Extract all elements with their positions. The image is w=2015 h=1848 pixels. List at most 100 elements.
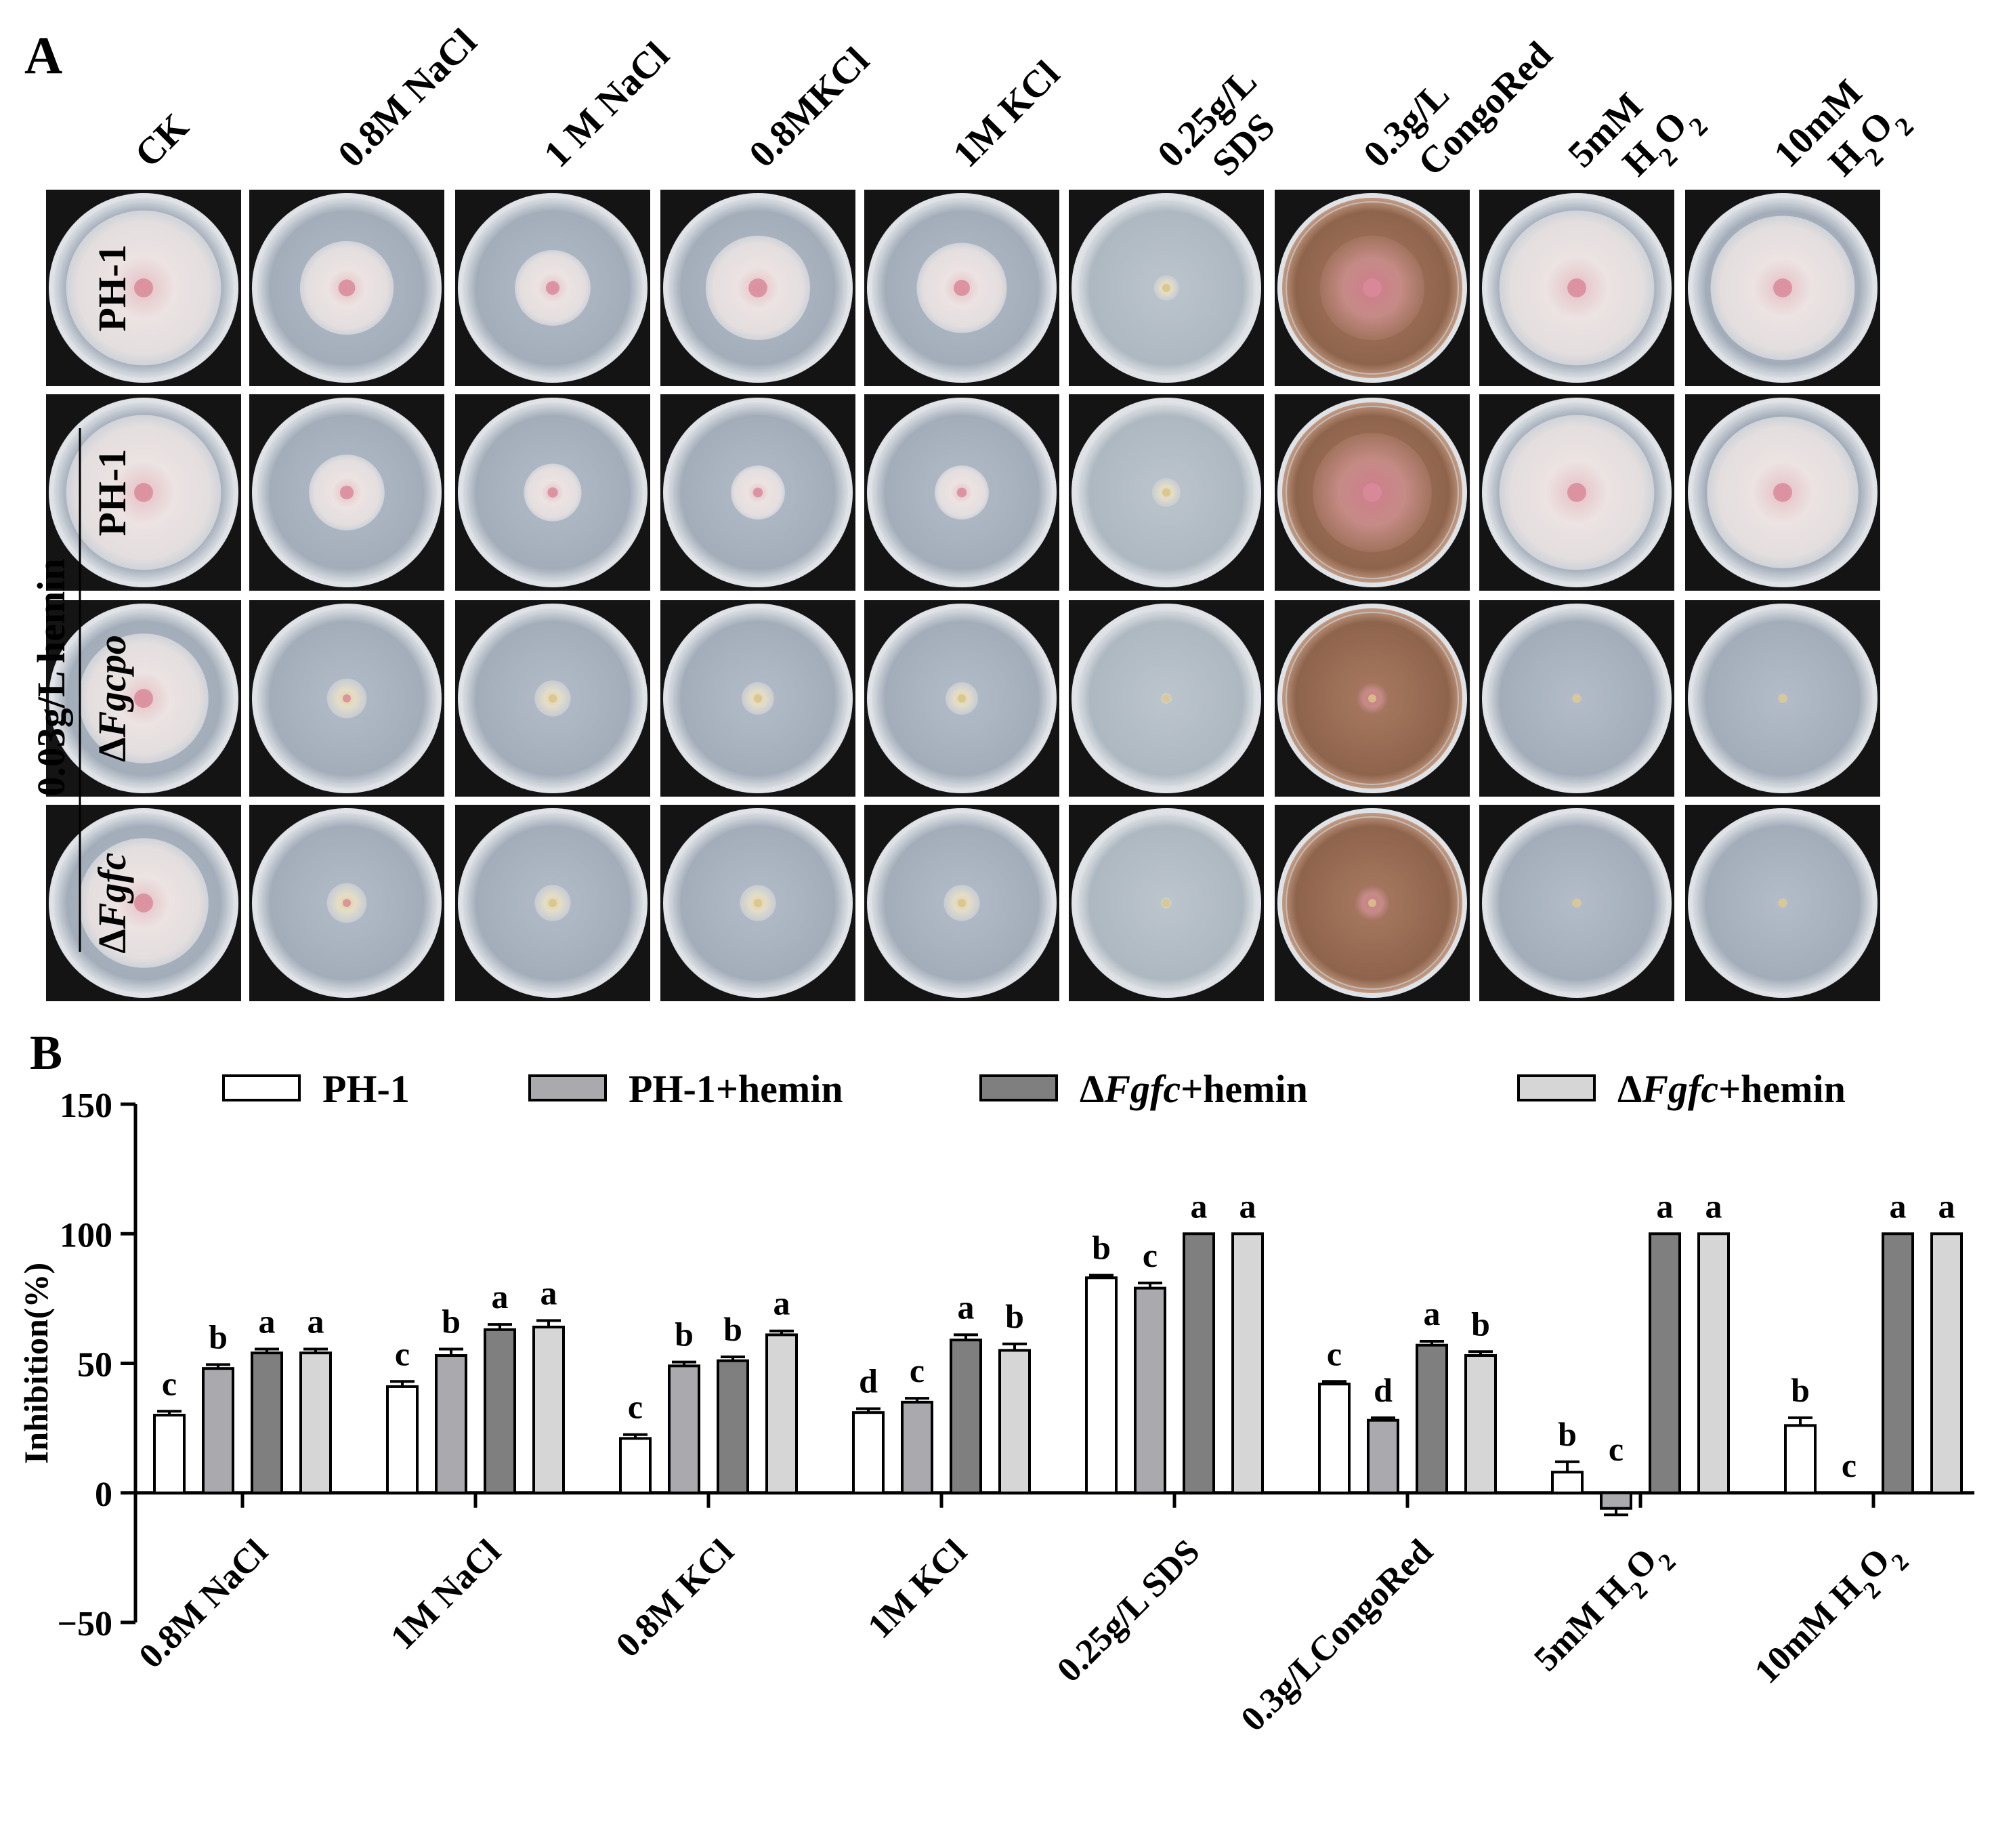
significance-letter: a	[1191, 1187, 1208, 1225]
significance-letter: b	[1471, 1305, 1490, 1343]
x-tick-label: 5mM H2O2	[1527, 1532, 1680, 1686]
plate-r3-c5	[864, 600, 1059, 797]
x-tick-label: 0.25g/L SDS	[1050, 1532, 1207, 1689]
plate-r1-c5	[864, 190, 1059, 386]
bar	[717, 1359, 749, 1494]
plate-r2-c5	[864, 394, 1059, 591]
significance-letter: d	[859, 1362, 878, 1400]
bar	[1464, 1354, 1497, 1494]
significance-letter: c	[395, 1335, 410, 1372]
plate-r3-c8	[1479, 600, 1674, 797]
chart-legend: PH-1 PH-1+hemin ΔFgfc+hemin ΔFgfc+hemin	[222, 1067, 1846, 1111]
bar	[1930, 1232, 1963, 1494]
significance-letter: a	[492, 1278, 509, 1316]
plate-r2-c3	[455, 394, 650, 591]
x-tick-label: 10mM H2O2	[1747, 1532, 1914, 1699]
bar	[1416, 1343, 1448, 1494]
significance-letter: a	[1705, 1187, 1722, 1225]
plate-r4-c3	[455, 805, 650, 1001]
plate-r2-c8	[1479, 394, 1674, 591]
bar	[619, 1437, 652, 1494]
row-label: PH-1	[90, 245, 134, 332]
bar	[852, 1411, 885, 1494]
significance-letter: a	[773, 1284, 790, 1322]
column-header: 0.25g/LSDS	[1149, 60, 1296, 207]
legend-swatch	[979, 1074, 1058, 1101]
plate-r1-c2	[249, 190, 444, 386]
row-label: ΔFgcpo	[90, 635, 134, 762]
bar	[1085, 1276, 1118, 1494]
significance-letter: a	[1657, 1187, 1674, 1225]
significance-letter: c	[1842, 1446, 1857, 1484]
significance-letter: c	[628, 1388, 643, 1426]
bar	[1134, 1286, 1166, 1494]
plate-r4-c6	[1069, 805, 1264, 1001]
significance-letter: b	[1558, 1415, 1577, 1453]
plate-r1-c1	[46, 190, 241, 386]
bar	[1551, 1471, 1584, 1494]
bar	[202, 1367, 234, 1494]
y-tick-label: 50	[77, 1346, 112, 1385]
significance-letter: d	[1374, 1371, 1393, 1409]
legend-swatch	[528, 1074, 607, 1101]
significance-letter: b	[1005, 1297, 1024, 1335]
column-headers: CK 0.8M NaCl 1 M NaCl 0.8MKCl 1M KCl 0.25g/LS…	[127, 2, 1919, 207]
column-header: CK	[127, 106, 197, 176]
y-tick-label: 150	[60, 1087, 112, 1125]
significance-letter: a	[958, 1288, 975, 1326]
bar	[1600, 1491, 1632, 1510]
panel-a-label: A	[24, 26, 62, 85]
plate-r1-c3	[455, 190, 650, 386]
significance-letter: c	[162, 1364, 177, 1402]
hemin-group-label: 0.03g/L hemin	[29, 558, 73, 796]
bar	[1697, 1232, 1730, 1494]
bar	[765, 1333, 798, 1494]
bar	[1318, 1383, 1351, 1494]
plate-r4-c7	[1275, 805, 1470, 1001]
legend-item: ΔFgfc+hemin	[979, 1067, 1308, 1111]
y-tick-label: 0	[95, 1475, 112, 1514]
significance-letter: b	[209, 1318, 228, 1356]
bar	[435, 1354, 467, 1494]
bar	[1183, 1232, 1215, 1494]
x-tick-label: 0.3g/LCongoRed	[1234, 1532, 1441, 1739]
significance-letter: a	[1424, 1295, 1441, 1332]
bar	[386, 1385, 419, 1494]
plate-grid	[46, 190, 1880, 1001]
legend-label: PH-1	[322, 1067, 410, 1111]
plate-r4-c4	[660, 805, 855, 1001]
plate-r3-c4	[660, 600, 855, 797]
legend-label: ΔFgfc+hemin	[1080, 1067, 1308, 1111]
bar	[901, 1400, 933, 1494]
column-header: 0.3g/LCongoRed	[1355, 2, 1561, 207]
x-tick-label: 1M KCl	[861, 1532, 975, 1646]
legend-item: PH-1	[222, 1067, 410, 1111]
plate-r3-c3	[455, 600, 650, 797]
plate-r3-c2	[249, 600, 444, 797]
significance-letter: b	[1092, 1228, 1111, 1266]
plate-r3-c9	[1685, 600, 1880, 797]
significance-letter: b	[675, 1316, 694, 1353]
bar	[251, 1351, 283, 1494]
bar	[484, 1328, 516, 1494]
bar	[1367, 1419, 1399, 1494]
y-tick-label: −50	[57, 1605, 112, 1643]
plate-r2-c4	[660, 394, 855, 591]
legend-label: ΔFgfc+hemin	[1617, 1067, 1846, 1111]
significance-letter: a	[1938, 1187, 1955, 1225]
bar	[1784, 1424, 1817, 1494]
plate-r1-c7	[1275, 190, 1470, 386]
legend-swatch	[222, 1074, 301, 1101]
significance-letter: c	[1143, 1236, 1158, 1274]
significance-letter: b	[442, 1302, 461, 1340]
plate-r1-c4	[660, 190, 855, 386]
bar	[153, 1414, 186, 1494]
plate-r4-c1	[46, 805, 241, 1001]
plate-r1-c6	[1069, 190, 1264, 386]
y-axis-label: Inhibition(%)	[17, 1263, 55, 1464]
x-tick-label: 1M NaCl	[383, 1532, 508, 1657]
significance-letter: b	[1791, 1371, 1810, 1409]
column-header: 0.8M NaCl	[330, 21, 485, 176]
significance-letter: a	[1890, 1187, 1907, 1225]
